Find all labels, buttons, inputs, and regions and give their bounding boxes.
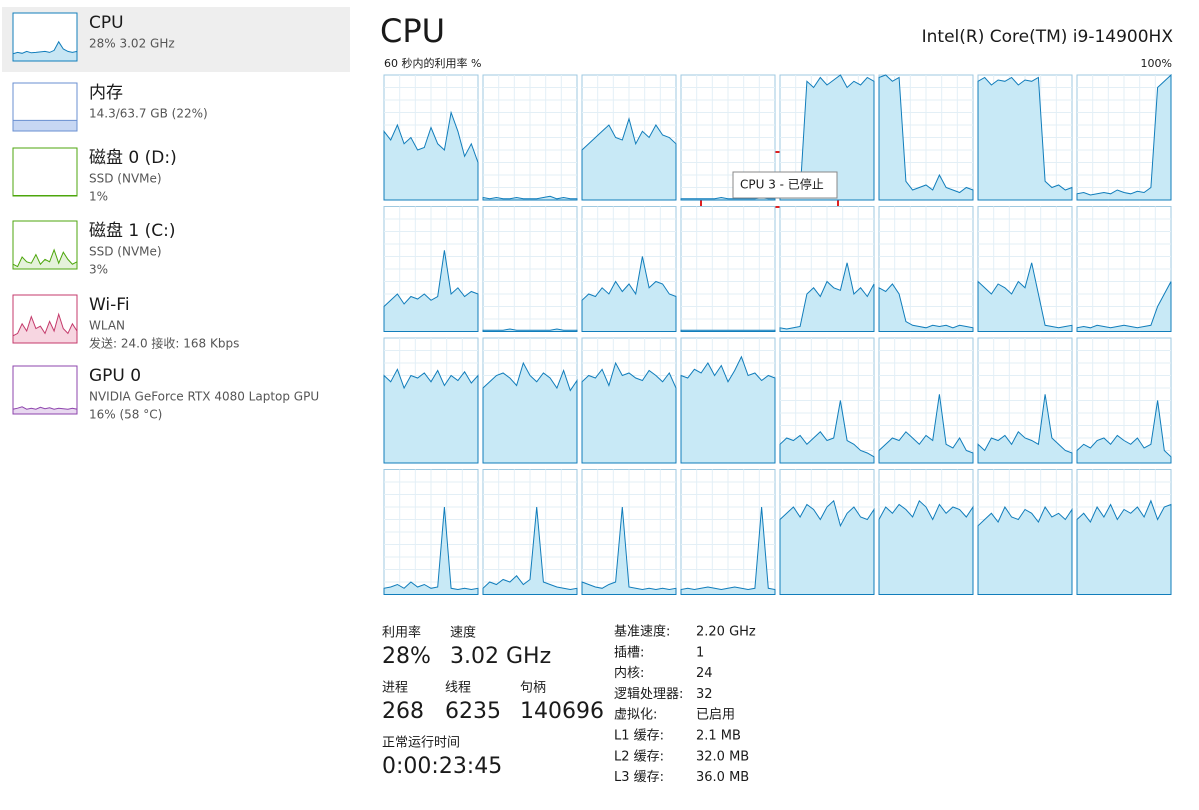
stat-label: 利用率 [382, 625, 421, 641]
sidebar-detail: 1% [89, 190, 108, 204]
utilization-graph [482, 328, 578, 332]
sidebar-detail: 发送: 24.0 接收: 168 Kbps [89, 336, 239, 351]
detail-value: 32.0 MB [696, 749, 749, 764]
stat-value: 268 [382, 699, 424, 724]
stat-value: 140696 [520, 699, 604, 724]
stat-label: 线程 [445, 681, 471, 696]
detail-value: 2.20 GHz [696, 625, 756, 640]
sidebar-detail: SSD (NVMe) [89, 245, 162, 259]
utilization-graph [383, 250, 479, 332]
stat-value: 0:00:23:45 [382, 754, 502, 779]
cpu-model: Intel(R) Core(TM) i9-14900HX [922, 27, 1174, 47]
utilization-graph [779, 499, 875, 595]
sidebar-detail: 16% (58 °C) [89, 408, 162, 422]
graph-label: 60 秒内的利用率 % [384, 56, 481, 70]
sidebar-title: CPU [89, 13, 124, 33]
utilization-graph [12, 312, 78, 344]
stat-label: 正常运行时间 [382, 736, 460, 751]
stat-label: 句柄 [520, 681, 546, 696]
utilization-graph [1076, 499, 1172, 595]
utilization-graph [482, 506, 578, 595]
utilization-graph [977, 505, 1073, 595]
utilization-graph [680, 329, 776, 332]
utilization-graph [680, 196, 776, 201]
utilization-graph [977, 394, 1073, 464]
sidebar-title: Wi-Fi [89, 295, 130, 315]
stat-value: 28% [382, 644, 431, 669]
utilization-graph [1076, 400, 1172, 464]
utilization-graph [581, 506, 677, 595]
detail-key: 基准速度: [614, 624, 670, 640]
page-title: CPU [380, 12, 445, 50]
sidebar-title: 内存 [89, 83, 123, 103]
detail-key: L2 缓存: [614, 749, 664, 764]
utilization-graph [12, 40, 78, 62]
stat-value: 6235 [445, 699, 501, 724]
sidebar-title: 磁盘 0 (D:) [89, 148, 177, 168]
utilization-graph [12, 195, 78, 197]
detail-key: L3 缓存: [614, 770, 664, 785]
utilization-graph [1076, 281, 1172, 332]
sidebar-detail: WLAN [89, 319, 125, 333]
detail-key: L1 缓存: [614, 729, 664, 744]
sidebar-detail: 14.3/63.7 GB (22%) [89, 107, 208, 121]
detail-value: 36.0 MB [696, 770, 749, 785]
detail-key: 虚拟化: [614, 708, 657, 723]
utilization-graph [581, 117, 677, 201]
sidebar-detail: SSD (NVMe) [89, 172, 162, 186]
sidebar-detail: 28% 3.02 GHz [89, 37, 175, 51]
thumbnail-frame [12, 147, 78, 197]
utilization-graph [680, 506, 776, 595]
detail-value: 24 [696, 666, 713, 681]
utilization-graph [482, 361, 578, 464]
thumbnail-frame [12, 365, 78, 415]
stat-label: 进程 [382, 681, 408, 696]
utilization-graph [878, 394, 974, 464]
sidebar-title: 磁盘 1 (C:) [89, 221, 176, 241]
detail-key: 插槽: [614, 645, 644, 660]
detail-value: 32 [696, 687, 713, 702]
tooltip-text: CPU 3 - 已停止 [740, 177, 824, 192]
sidebar-detail: NVIDIA GeForce RTX 4080 Laptop GPU [89, 390, 319, 404]
utilization-graph [581, 256, 677, 332]
utilization-graph [12, 248, 78, 270]
sidebar-detail: 3% [89, 263, 108, 277]
utilization-graph [977, 262, 1073, 332]
detail-value: 已启用 [696, 708, 735, 723]
utilization-graph [878, 283, 974, 332]
utilization-graph [1076, 73, 1172, 201]
detail-value: 1 [696, 645, 704, 660]
tooltip-box [732, 171, 838, 199]
utilization-graph [383, 506, 479, 595]
graph-max: 100% [1141, 57, 1172, 70]
utilization-graph [779, 400, 875, 464]
utilization-graph [779, 262, 875, 332]
utilization-graph [12, 119, 78, 132]
utilization-graph [383, 368, 479, 464]
utilization-graph [581, 361, 677, 464]
stat-label: 速度 [450, 625, 476, 641]
utilization-graph [482, 195, 578, 201]
sidebar-title: GPU 0 [89, 366, 141, 386]
utilization-graph [878, 499, 974, 595]
utilization-graph [12, 406, 78, 415]
utilization-graph [977, 76, 1073, 201]
utilization-graph [680, 355, 776, 464]
utilization-graph [878, 74, 974, 201]
utilization-graph [383, 110, 479, 201]
stat-value: 3.02 GHz [450, 644, 551, 669]
detail-key: 内核: [614, 665, 644, 681]
detail-value: 2.1 MB [696, 729, 741, 744]
detail-key: 逻辑处理器: [614, 687, 683, 702]
